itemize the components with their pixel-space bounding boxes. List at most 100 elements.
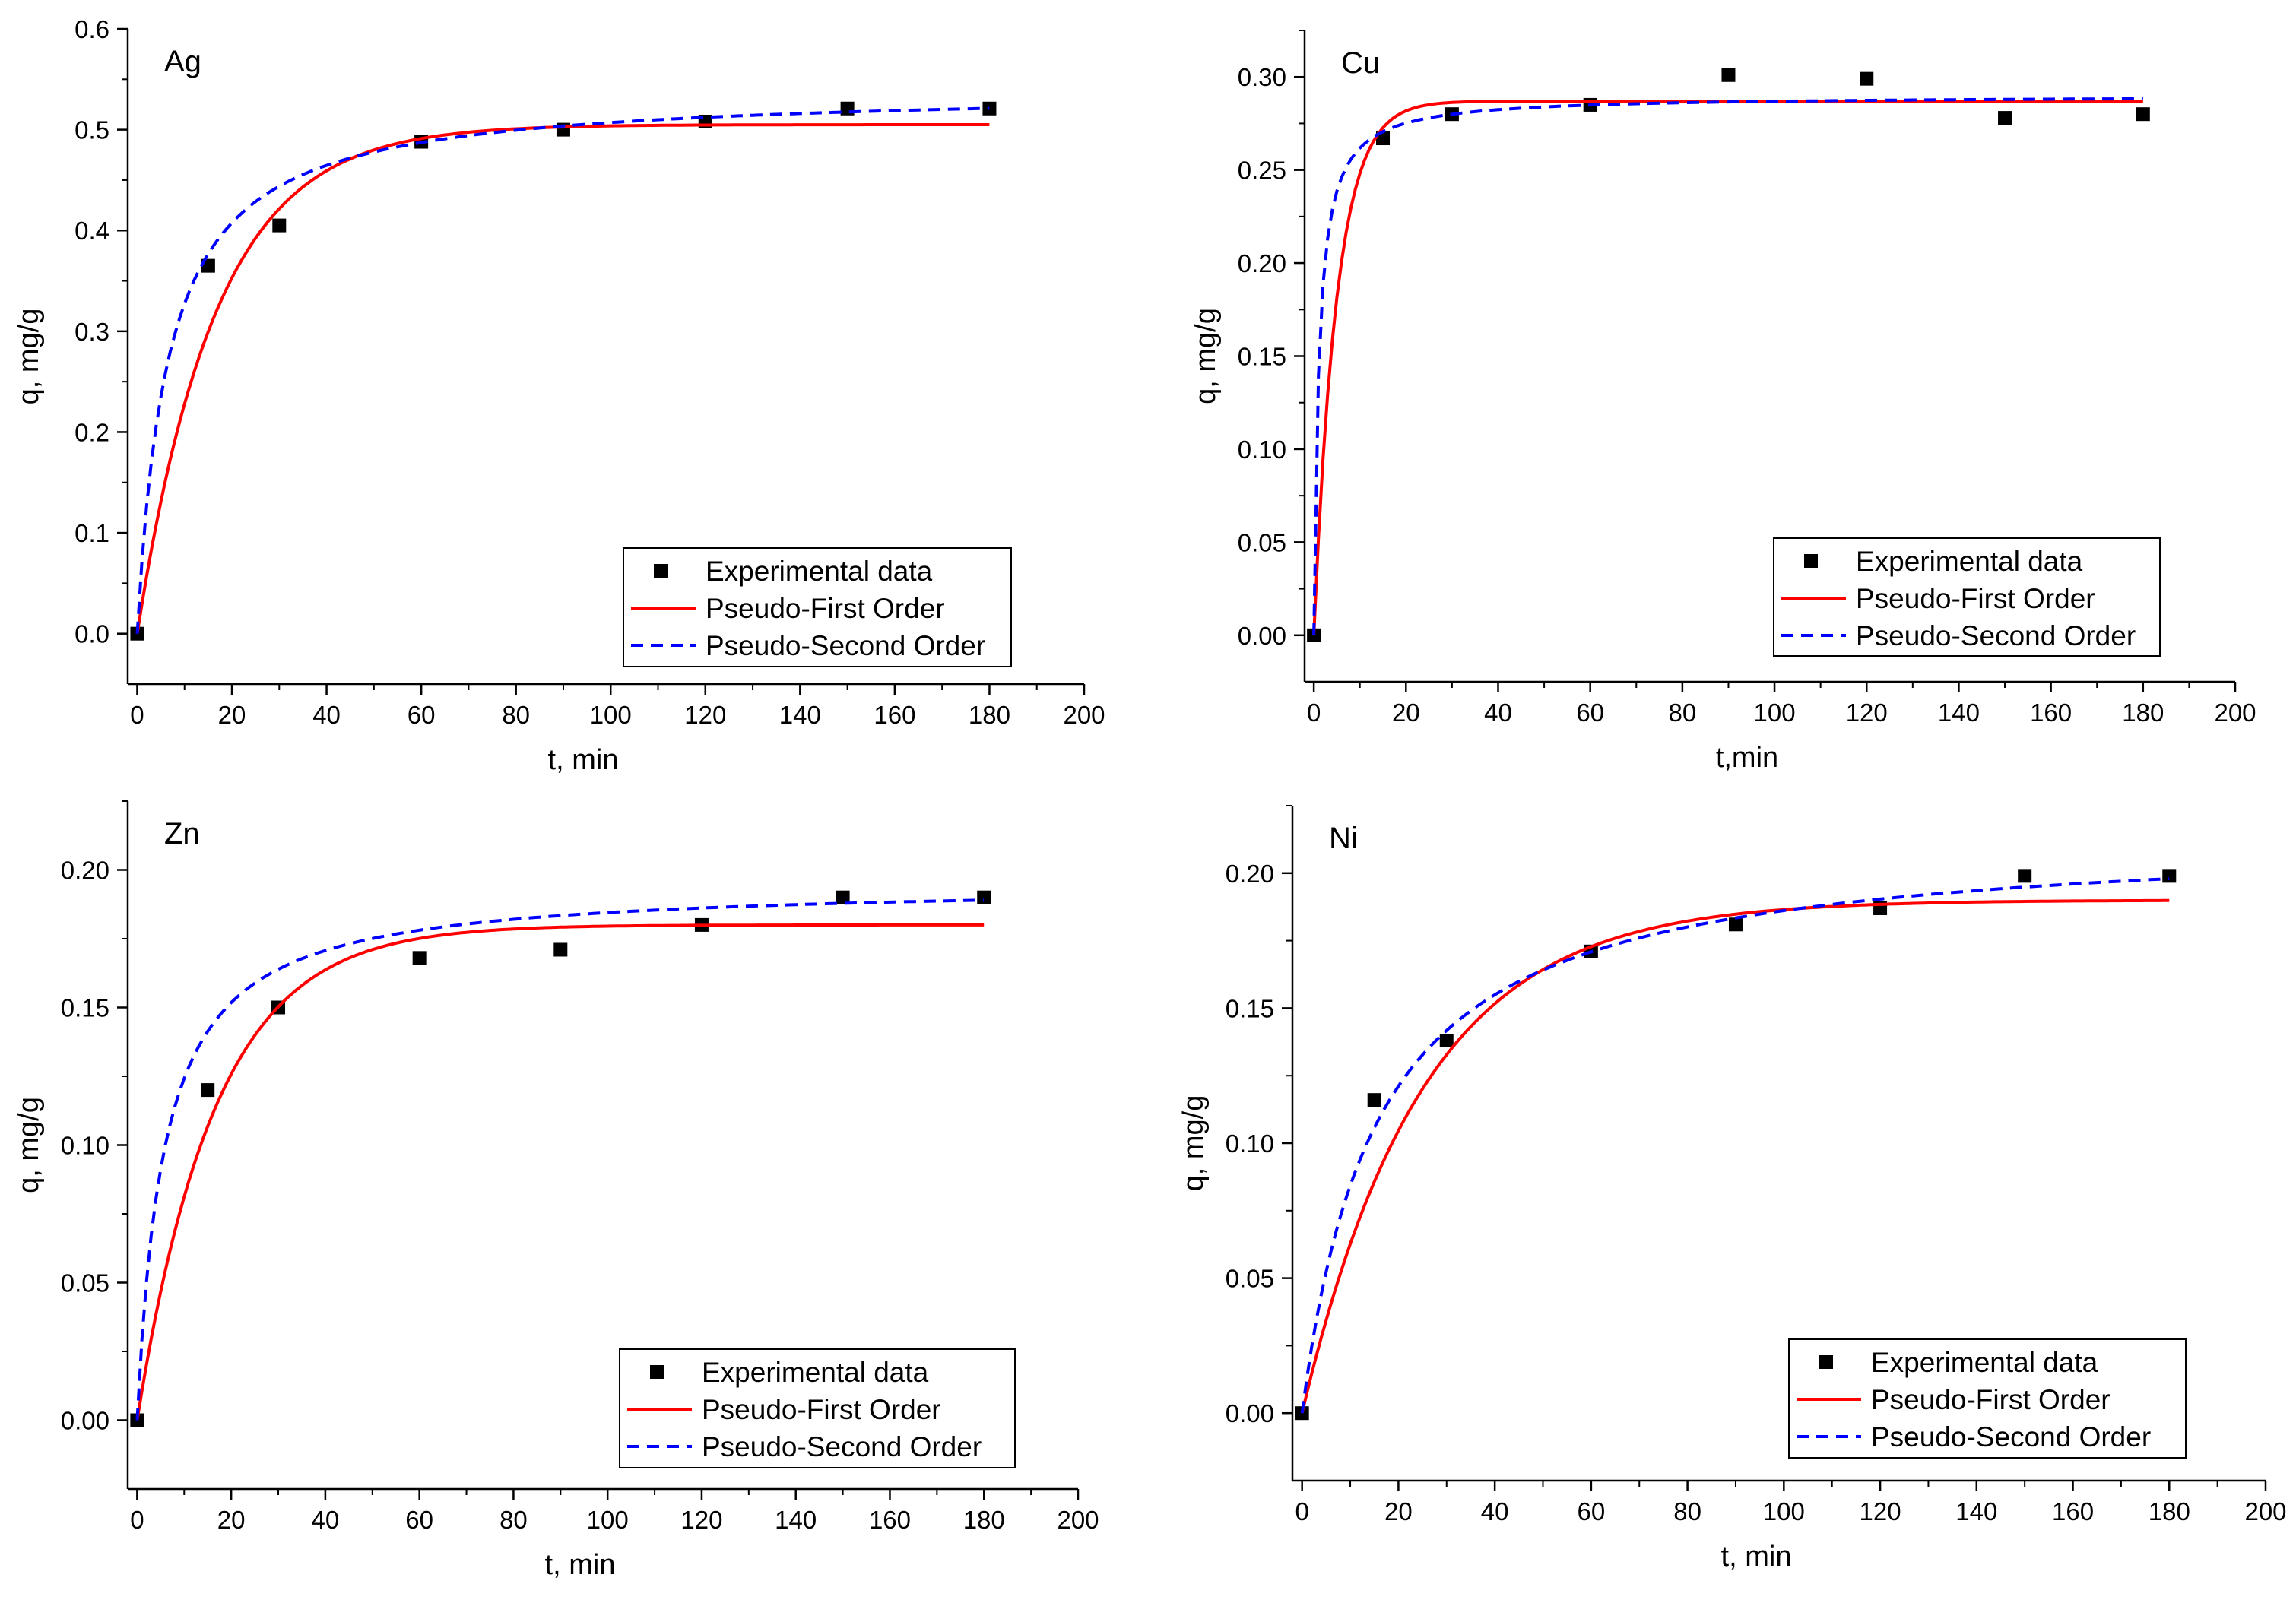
data-point	[1728, 917, 1743, 932]
x-tick-label: 0	[130, 701, 144, 729]
x-tick-label: 0	[1307, 699, 1321, 727]
data-point	[836, 890, 850, 904]
x-tick-label: 180	[2122, 699, 2164, 727]
y-tick-label: 0.05	[1226, 1265, 1274, 1293]
x-tick-label: 140	[775, 1506, 817, 1534]
legend-label: Pseudo-First Order	[1856, 583, 2095, 614]
y-tick-label: 0.10	[61, 1132, 109, 1160]
panel-title: Ni	[1329, 822, 1358, 855]
data-point	[2136, 107, 2150, 122]
y-tick-label: 0.0	[75, 620, 109, 648]
data-point	[1998, 111, 2012, 125]
x-tick-label: 200	[1063, 701, 1105, 729]
y-tick-label: 0.10	[1226, 1129, 1274, 1158]
x-tick-label: 180	[2149, 1497, 2190, 1525]
x-tick-label: 60	[1578, 1497, 1606, 1525]
legend-label: Pseudo-First Order	[706, 593, 945, 624]
x-tick-label: 0	[1295, 1497, 1308, 1525]
y-axis-label: q, mg/g	[13, 309, 45, 405]
y-axis-label: q, mg/g	[13, 1097, 45, 1193]
y-tick-label: 0.05	[1238, 528, 1286, 556]
legend-label: Pseudo-First Order	[1871, 1384, 2110, 1415]
y-tick-label: 0.1	[75, 519, 109, 547]
legend-label: Pseudo-Second Order	[1871, 1421, 2151, 1453]
x-tick-label: 20	[217, 1506, 246, 1534]
y-tick-label: 0.3	[75, 318, 109, 346]
y-axis-label: q, mg/g	[1190, 308, 1222, 404]
x-tick-label: 60	[408, 701, 436, 729]
data-point	[982, 101, 997, 116]
panel-ag: 0 20 40 60 80 100 120 140 160 180 200 0.0 0.1 0.2 0.3 0…	[13, 15, 1105, 776]
data-point	[201, 1083, 215, 1098]
panel-ni: 0 20 40 60 80 100 120 140 160 180 200 0.00 0.05 0.10 0…	[1178, 805, 2287, 1573]
pseudo-second-order-curve	[1300, 877, 2170, 1414]
y-tick-label: 0.20	[1238, 249, 1286, 277]
data-point	[977, 890, 991, 904]
x-tick-label: 120	[1846, 699, 1888, 727]
legend: Experimental data Pseudo-First Order Pseud…	[1773, 537, 2161, 657]
x-tick-label: 160	[2052, 1497, 2094, 1525]
pseudo-second-order-curve	[1312, 97, 2143, 635]
legend-label: Experimental data	[706, 556, 933, 587]
panel-cu: 0 20 40 60 80 100 120 140 160 180 200 0.00 0.05 0.10 0…	[1190, 30, 2256, 774]
y-tick-label: 0.15	[1226, 994, 1274, 1022]
legend-label: Experimental data	[1856, 546, 2083, 577]
data-point	[2018, 869, 2032, 883]
x-tick-label: 80	[1669, 699, 1697, 727]
legend-label: Pseudo-Second Order	[702, 1431, 982, 1462]
legend-label: Experimental data	[702, 1357, 929, 1388]
y-tick-label: 0.30	[1238, 63, 1286, 91]
x-tick-label: 80	[502, 701, 530, 729]
data-point	[1367, 1093, 1381, 1107]
x-tick-label: 60	[405, 1506, 433, 1534]
x-tick-label: 200	[1057, 1506, 1099, 1534]
data-point	[1860, 71, 1874, 86]
y-tick-label: 0.20	[1226, 860, 1274, 888]
pseudo-second-order-curve	[135, 898, 985, 1421]
x-axis-label: t, min	[548, 744, 619, 776]
panel-zn: 0 20 40 60 80 100 120 140 160 180 200 0.00 0.05 0.10 0…	[13, 800, 1099, 1581]
legend-marker-square	[1819, 1355, 1833, 1369]
data-point	[272, 218, 287, 233]
x-axis-label: t,min	[1716, 742, 1778, 774]
legend-marker-square	[1804, 554, 1818, 568]
x-tick-label: 40	[312, 1506, 340, 1534]
legend-marker-square	[654, 564, 668, 578]
x-tick-label: 200	[2214, 699, 2256, 727]
x-tick-label: 20	[218, 701, 246, 729]
x-tick-label: 140	[779, 701, 821, 729]
x-tick-label: 200	[2244, 1497, 2286, 1525]
data-point	[1295, 1406, 1309, 1421]
data-point	[1721, 68, 1736, 82]
x-tick-label: 120	[680, 1506, 722, 1534]
x-tick-label: 20	[1384, 1497, 1413, 1525]
panel-title: Zn	[164, 817, 200, 851]
legend: Experimental data Pseudo-First Order Pseud…	[623, 547, 1012, 667]
y-tick-label: 0.05	[61, 1269, 109, 1297]
y-tick-label: 0.2	[75, 418, 109, 446]
y-tick-label: 0.00	[1238, 622, 1286, 650]
legend: Experimental data Pseudo-First Order Pseud…	[619, 1348, 1016, 1468]
pseudo-second-order-curve	[135, 106, 990, 634]
y-tick-label: 0.20	[61, 857, 109, 885]
x-tick-label: 120	[1860, 1497, 1901, 1525]
x-tick-label: 100	[1754, 699, 1796, 727]
y-tick-label: 0.6	[75, 15, 109, 43]
x-tick-label: 0	[130, 1506, 144, 1534]
x-tick-label: 40	[312, 701, 341, 729]
legend-label: Pseudo-First Order	[702, 1394, 941, 1425]
x-tick-label: 160	[2030, 699, 2072, 727]
y-tick-label: 0.00	[61, 1407, 109, 1435]
x-tick-label: 100	[587, 1506, 629, 1534]
data-point	[130, 1413, 144, 1427]
legend-label: Pseudo-Second Order	[706, 630, 985, 661]
x-tick-label: 100	[1763, 1497, 1805, 1525]
y-tick-label: 0.10	[1238, 436, 1286, 464]
x-tick-label: 160	[874, 701, 915, 729]
panel-title: Ag	[164, 45, 201, 78]
x-tick-label: 40	[1481, 1497, 1509, 1525]
pseudo-first-order-curve	[1300, 898, 2170, 1414]
x-tick-label: 100	[590, 701, 632, 729]
legend-label: Experimental data	[1871, 1347, 2098, 1378]
